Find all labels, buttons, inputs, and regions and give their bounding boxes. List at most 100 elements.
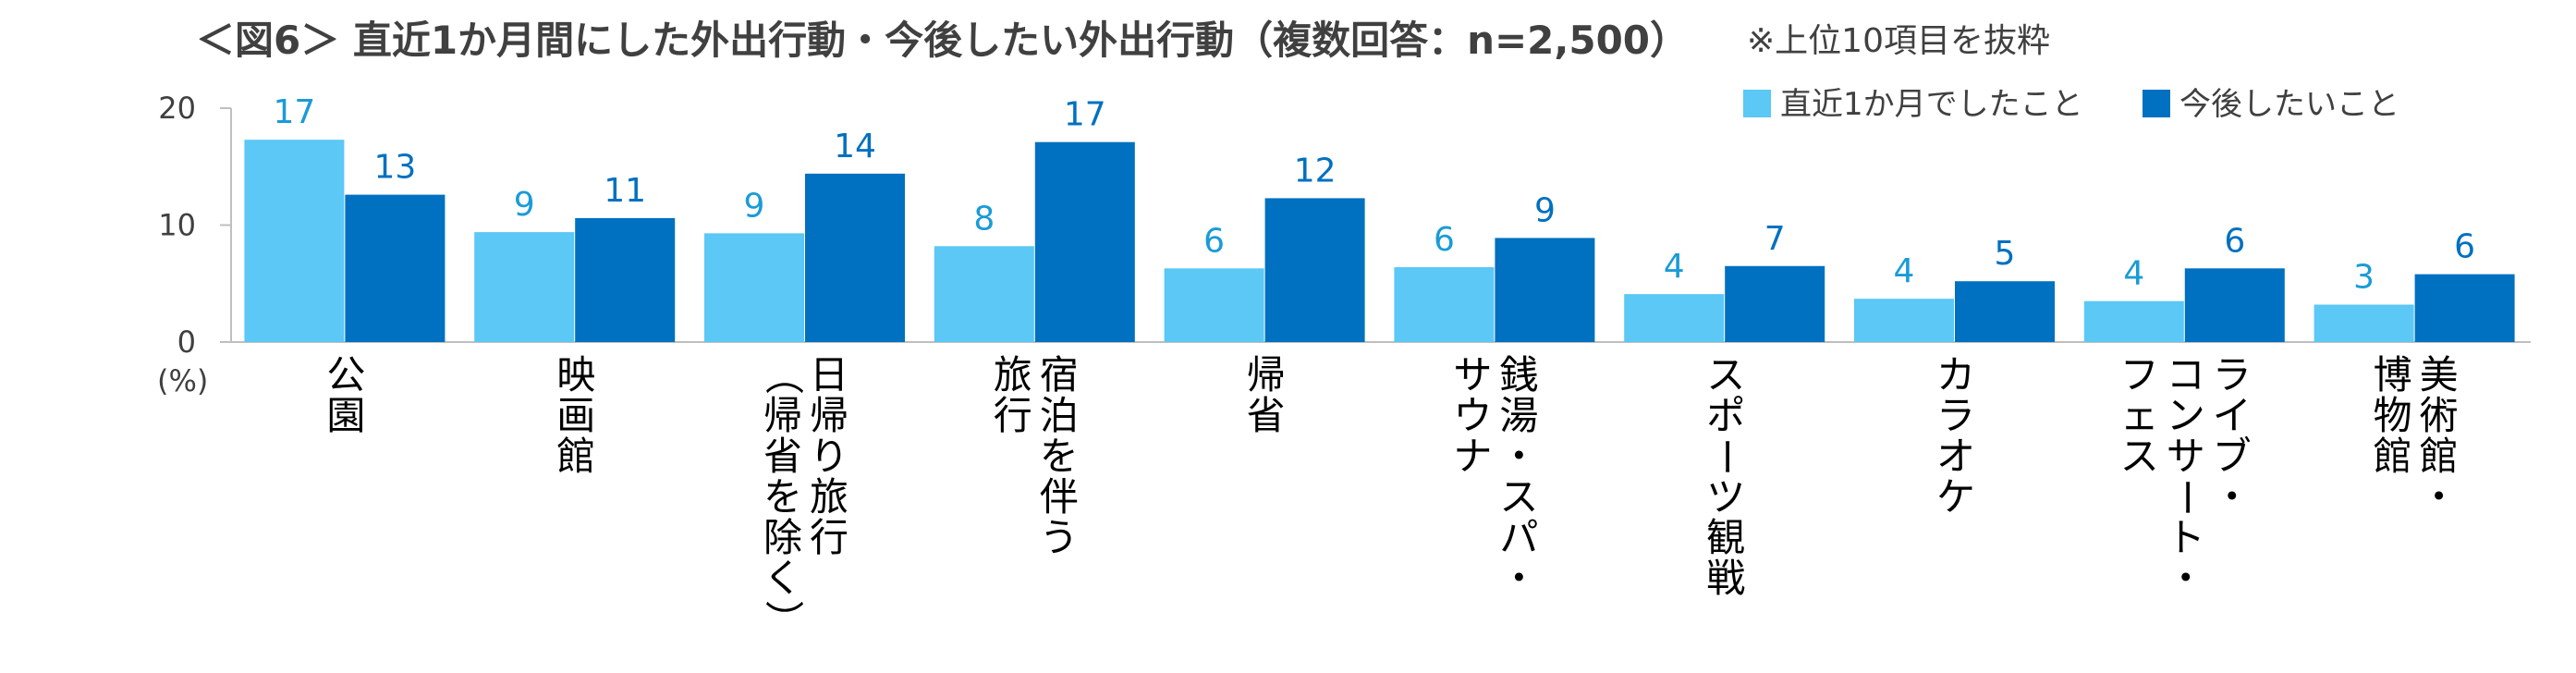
chart-title: ＜図6＞ 直近1か月間にした外出行動・今後したい外出行動（複数回答：n=2,50… bbox=[196, 18, 1689, 63]
data-label-series-1: 17 bbox=[273, 93, 315, 131]
category-label: ・ bbox=[1499, 434, 1538, 479]
category-label: 美 bbox=[2420, 352, 2459, 398]
category-label: 園 bbox=[326, 393, 365, 438]
bar-series-1 bbox=[1164, 268, 1264, 342]
category-label: 日 bbox=[810, 352, 848, 398]
data-label-series-2: 6 bbox=[2224, 222, 2245, 260]
data-label-series-2: 13 bbox=[373, 149, 416, 187]
category-label: フ bbox=[2120, 352, 2159, 398]
data-label-series-2: 11 bbox=[604, 172, 646, 210]
category-label: を bbox=[763, 474, 802, 520]
category-label: ウ bbox=[1453, 393, 1492, 438]
category-label: を bbox=[1040, 434, 1079, 479]
data-label-series-2: 17 bbox=[1064, 96, 1106, 134]
category-label: 宿 bbox=[1040, 352, 1079, 398]
category-label: 観 bbox=[1706, 515, 1745, 560]
bar-series-2 bbox=[1034, 141, 1135, 342]
category-label: う bbox=[1040, 515, 1079, 560]
data-label-series-1: 9 bbox=[744, 187, 765, 225]
category-label: 伴 bbox=[1040, 474, 1079, 520]
category-label: 帰 bbox=[763, 393, 802, 438]
y-tick-label: 20 bbox=[158, 91, 196, 126]
category-label: ツ bbox=[1706, 474, 1745, 520]
bar-series-2 bbox=[1264, 198, 1365, 342]
data-label-series-1: 4 bbox=[1894, 252, 1915, 290]
y-axis-unit: (%) bbox=[157, 363, 208, 398]
category-label: 泊 bbox=[1040, 393, 1079, 438]
legend-label-series-1: 直近1か月でしたこと bbox=[1780, 86, 2083, 123]
category-label: ポ bbox=[1706, 393, 1745, 438]
category-label: ス bbox=[1706, 352, 1745, 398]
category-label: ー bbox=[2164, 478, 2209, 517]
bar-series-1 bbox=[2314, 304, 2414, 342]
data-label-series-1: 3 bbox=[2353, 259, 2375, 297]
data-label-series-2: 5 bbox=[1995, 235, 2016, 273]
category-label: ナ bbox=[1453, 434, 1492, 479]
category-label: ケ bbox=[1936, 474, 1975, 520]
data-label-series-1: 8 bbox=[973, 200, 995, 238]
bar-series-1 bbox=[1394, 267, 1495, 342]
data-label-series-2: 6 bbox=[2454, 228, 2475, 266]
category-label: 行 bbox=[994, 393, 1032, 438]
category-label: 除 bbox=[763, 515, 802, 560]
legend-swatch-series-1 bbox=[1743, 90, 1771, 117]
category-label: 行 bbox=[810, 515, 848, 560]
category-label: 物 bbox=[2374, 393, 2412, 438]
category-label: 画 bbox=[556, 393, 595, 438]
category-label: 戦 bbox=[1706, 556, 1745, 601]
data-label-series-1: 4 bbox=[2123, 255, 2144, 293]
category-label: ェ bbox=[2120, 393, 2159, 438]
category-label: ・ bbox=[2167, 556, 2205, 601]
y-tick-label: 10 bbox=[158, 208, 196, 243]
bar-series-1 bbox=[1854, 299, 1954, 342]
data-label-series-2: 7 bbox=[1764, 220, 1786, 258]
category-label: 旅 bbox=[994, 352, 1032, 398]
bar-series-2 bbox=[1955, 281, 2055, 342]
data-label-series-2: 14 bbox=[834, 128, 876, 165]
legend-swatch-series-2 bbox=[2143, 90, 2170, 117]
category-label: イ bbox=[2213, 393, 2252, 438]
bar-series-2 bbox=[1495, 238, 1595, 342]
bar-series-2 bbox=[2414, 274, 2515, 342]
bar-series-2 bbox=[2184, 268, 2285, 342]
data-label-series-1: 6 bbox=[1434, 221, 1455, 259]
category-label: ラ bbox=[2213, 352, 2252, 398]
bar-series-2 bbox=[805, 173, 905, 342]
bar-series-2 bbox=[345, 194, 446, 342]
category-label: 館 bbox=[2374, 434, 2412, 479]
category-label: ラ bbox=[1936, 393, 1975, 438]
category-label: ス bbox=[1499, 474, 1538, 520]
category-label: 旅 bbox=[810, 474, 848, 520]
bar-series-1 bbox=[474, 232, 575, 342]
category-label: 術 bbox=[2420, 393, 2459, 438]
category-label: 帰 bbox=[1247, 352, 1286, 398]
bar-series-1 bbox=[704, 233, 804, 342]
category-label: 館 bbox=[2420, 434, 2459, 479]
category-label: カ bbox=[1936, 352, 1975, 398]
y-tick-label: 0 bbox=[177, 324, 196, 360]
category-label: り bbox=[810, 434, 848, 479]
category-label: 省 bbox=[763, 434, 802, 479]
bar-series-1 bbox=[2083, 300, 2184, 342]
category-label: 博 bbox=[2374, 352, 2412, 398]
category-label: オ bbox=[1936, 434, 1975, 479]
bar-series-1 bbox=[244, 140, 345, 342]
category-label: ス bbox=[2120, 434, 2159, 479]
data-label-series-1: 4 bbox=[1664, 248, 1685, 286]
category-label: く bbox=[763, 556, 802, 601]
data-label-series-2: 12 bbox=[1294, 152, 1337, 190]
category-label: サ bbox=[1453, 352, 1492, 398]
category-label: ン bbox=[2167, 393, 2205, 438]
category-label: ー bbox=[1703, 437, 1749, 476]
category-label: パ bbox=[1499, 515, 1538, 560]
category-label: ・ bbox=[2420, 474, 2459, 520]
category-label: 湯 bbox=[1499, 393, 1538, 438]
category-label: 公 bbox=[326, 352, 365, 398]
category-label: コ bbox=[2167, 352, 2205, 398]
bar-series-2 bbox=[575, 217, 676, 342]
data-label-series-1: 9 bbox=[514, 186, 535, 224]
category-label: 映 bbox=[556, 352, 595, 398]
category-label: 銭 bbox=[1499, 352, 1538, 398]
category-label: ト bbox=[2167, 515, 2205, 560]
